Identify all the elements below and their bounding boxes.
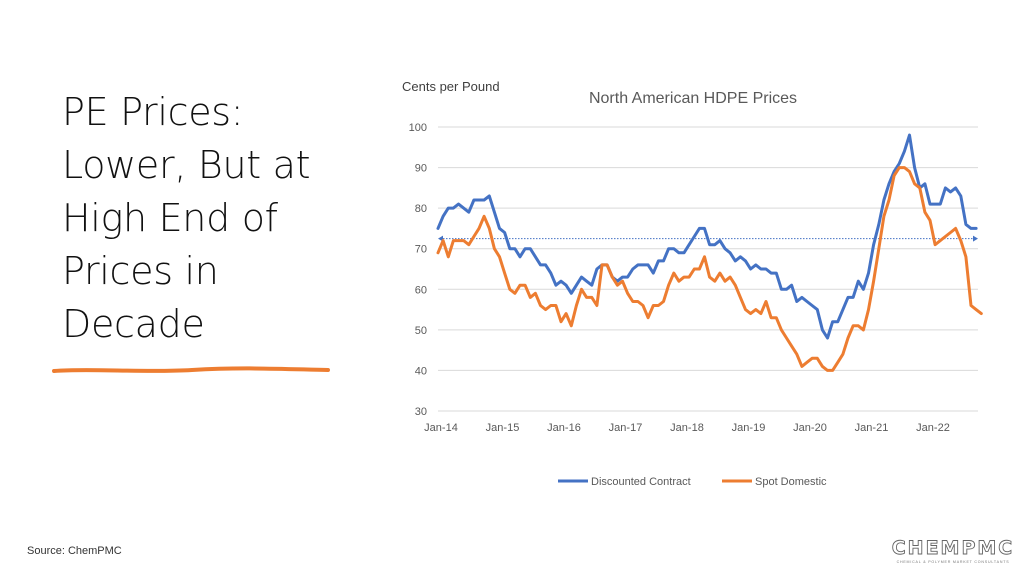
slide-title: PE Prices: Lower, But at High End of Prices… (62, 86, 362, 351)
slide-title-line: Decade (62, 302, 205, 346)
y-tick-label: 90 (415, 163, 427, 175)
y-tick-label: 60 (415, 284, 427, 296)
y-tick-label: 70 (415, 244, 427, 256)
series-line-spot-domestic (436, 166, 983, 372)
series-line-discounted-contract (436, 133, 978, 340)
x-tick-label: Jan-17 (609, 422, 643, 434)
x-tick-label: Jan-21 (855, 422, 889, 434)
source-note: Source: ChemPMC (27, 545, 122, 557)
y-axis-unit-label: Cents per Pound (402, 79, 500, 94)
chempmc-logo: CHEMPMC CHEMICAL & POLYMER MARKET CONSUL… (886, 537, 1020, 564)
slide-title-line: Prices in (62, 249, 219, 293)
x-tick-label: Jan-20 (793, 422, 827, 434)
y-tick-label: 80 (415, 203, 427, 215)
slide-title-line: PE Prices: (62, 90, 244, 134)
chart-legend: Discounted Contract Spot Domestic (558, 476, 827, 488)
legend-label: Spot Domestic (755, 476, 827, 488)
logo-tagline: CHEMICAL & POLYMER MARKET CONSULTANTS (896, 560, 1010, 564)
y-axis-ticks: 100 90 80 70 60 50 40 30 (409, 122, 427, 418)
x-tick-label: Jan-16 (547, 422, 581, 434)
x-tick-label: Jan-14 (424, 422, 458, 434)
reference-arrow-right (973, 235, 978, 242)
y-tick-label: 40 (415, 365, 427, 377)
x-tick-label: Jan-19 (732, 422, 766, 434)
x-axis-ticks: Jan-14 Jan-15 Jan-16 Jan-17 Jan-18 Jan-19 Jan-… (424, 422, 950, 434)
x-tick-label: Jan-18 (670, 422, 704, 434)
slide-title-line: High End of (62, 196, 278, 240)
x-tick-label: Jan-15 (486, 422, 520, 434)
chart-title: North American HDPE Prices (589, 90, 797, 107)
legend-label: Discounted Contract (591, 476, 691, 488)
y-tick-label: 100 (409, 122, 427, 134)
title-underline (52, 366, 330, 373)
slide-title-line: Lower, But at (62, 143, 311, 187)
logo-wordmark: CHEMPMC (891, 537, 1015, 560)
y-tick-label: 30 (415, 406, 427, 418)
x-tick-label: Jan-22 (916, 422, 950, 434)
y-tick-label: 50 (415, 325, 427, 337)
chart-series (436, 133, 983, 372)
